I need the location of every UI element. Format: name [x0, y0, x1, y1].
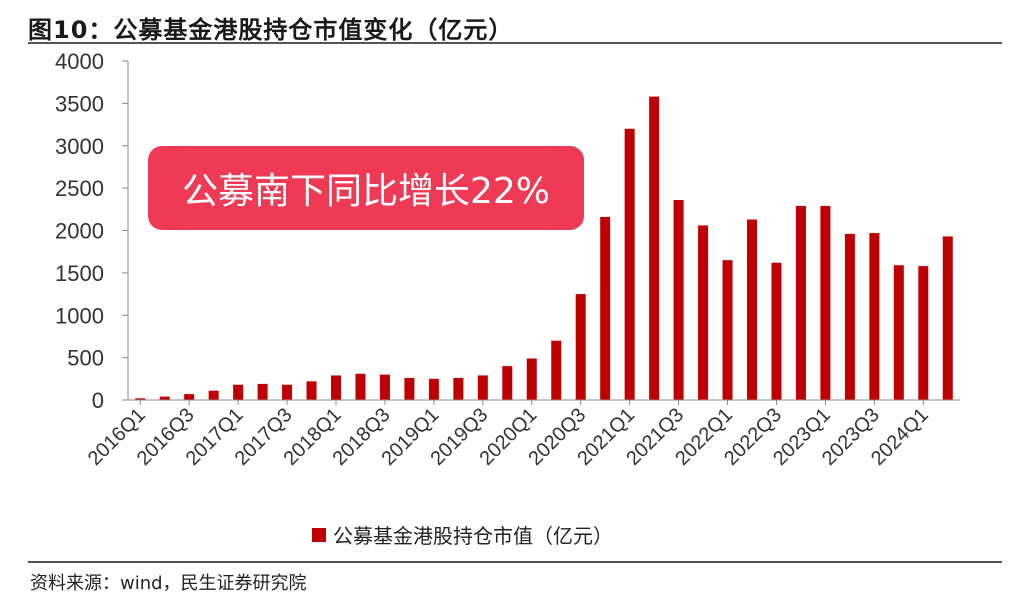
- bar-2018Q1: [331, 375, 341, 400]
- y-tick-label: 0: [92, 388, 104, 413]
- legend-label: 公募基金港股持仓市值（亿元）: [333, 524, 613, 548]
- y-tick-label: 3000: [55, 134, 104, 159]
- bar-2023Q2: [844, 233, 855, 400]
- x-axis: 2016Q12016Q32017Q12017Q32018Q12018Q32019…: [84, 399, 960, 470]
- legend: 公募基金港股持仓市值（亿元）: [312, 524, 613, 548]
- bar-2019Q2: [453, 377, 464, 400]
- y-tick-label: 4000: [55, 49, 104, 74]
- bar-2021Q2: [649, 96, 660, 400]
- chart-title: 图10：公募基金港股持仓市值变化（亿元）: [28, 16, 514, 44]
- bar-2023Q1: [820, 205, 831, 400]
- bar-2019Q1: [428, 378, 439, 400]
- bar-series: [135, 96, 953, 401]
- bar-2023Q3: [869, 233, 880, 400]
- bar-2017Q4: [306, 381, 317, 400]
- bar-2023Q4: [893, 265, 904, 400]
- bar-2019Q3: [477, 375, 488, 400]
- y-tick-label: 2000: [55, 219, 104, 244]
- bottom-divider: [28, 561, 1002, 563]
- bar-2020Q3: [575, 294, 586, 400]
- bar-2017Q3: [282, 384, 293, 400]
- bar-2016Q3: [184, 394, 195, 400]
- y-axis: 0 500 1000 1500 2000 2500 3000 3500 4000: [55, 49, 129, 413]
- bar-2016Q2: [159, 396, 170, 400]
- bar-2024Q2: [942, 236, 953, 400]
- bar-2020Q4: [600, 216, 611, 400]
- y-tick-label: 500: [67, 346, 104, 371]
- bar-2017Q2: [257, 383, 268, 400]
- bar-2021Q1: [624, 128, 635, 401]
- source-note: 资料来源：wind，民生证券研究院: [30, 573, 307, 594]
- bar-2024Q1: [918, 266, 929, 400]
- bar-2020Q1: [526, 358, 537, 400]
- callout-annotation: 公募南下同比增长22%: [148, 146, 584, 230]
- bar-2018Q2: [355, 373, 366, 400]
- bar-2016Q4: [208, 390, 219, 400]
- bar-2016Q1: [135, 398, 146, 400]
- bar-2018Q3: [379, 374, 390, 400]
- bar-2022Q3: [771, 262, 782, 400]
- y-tick-label: 2500: [55, 176, 104, 201]
- bar-2020Q2: [551, 340, 562, 400]
- bar-2022Q4: [795, 205, 806, 400]
- y-tick-label: 1000: [55, 303, 104, 328]
- bar-2021Q3: [673, 199, 684, 400]
- bar-2021Q4: [698, 225, 709, 400]
- bar-2019Q4: [502, 366, 513, 400]
- bar-2017Q1: [233, 384, 244, 400]
- y-tick-label: 3500: [55, 91, 104, 116]
- top-divider: [28, 42, 1002, 44]
- bar-2018Q4: [404, 377, 415, 400]
- bar-2022Q1: [722, 260, 733, 400]
- y-tick-label: 1500: [55, 261, 104, 286]
- legend-swatch: [312, 528, 326, 542]
- bar-2022Q2: [747, 219, 757, 400]
